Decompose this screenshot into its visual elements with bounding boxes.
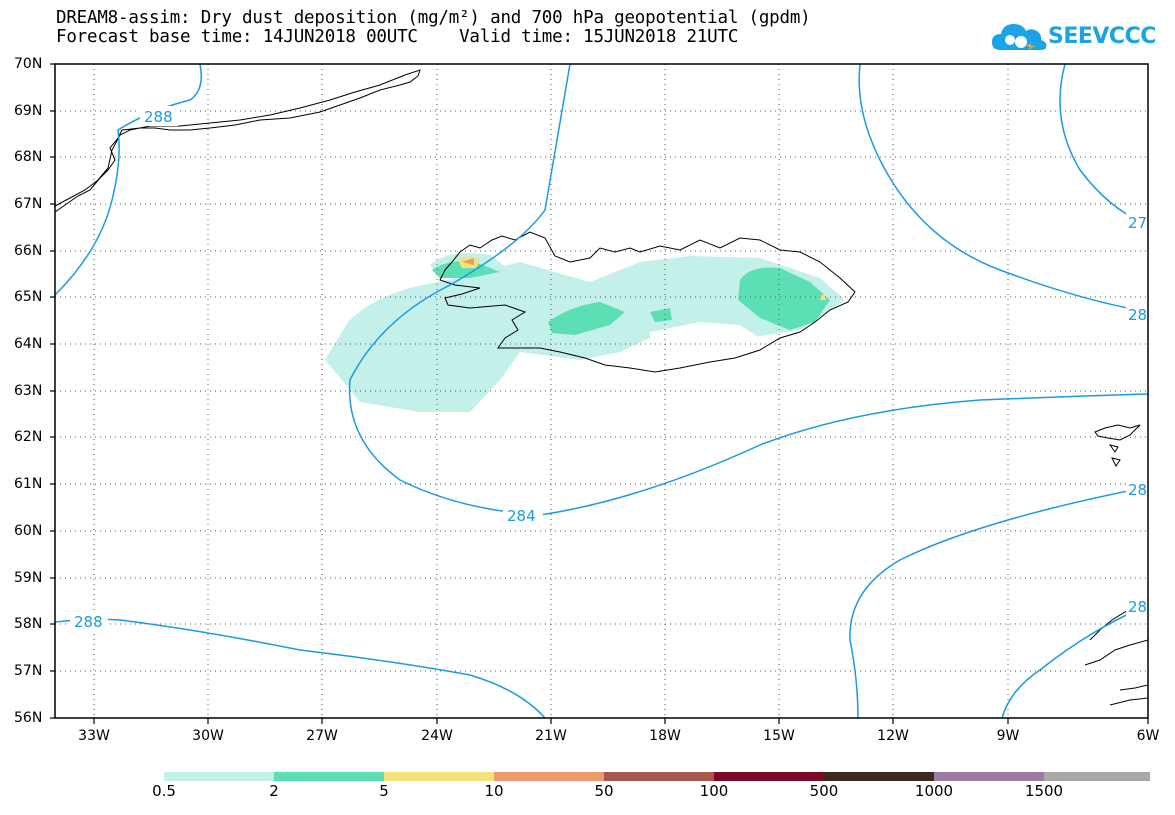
lon-label: 12W	[877, 728, 909, 744]
colorbar-label: 50	[594, 782, 614, 800]
lat-label: 61N	[14, 476, 43, 492]
map-frame	[54, 63, 1149, 719]
lat-label: 65N	[14, 289, 43, 305]
contour-288-north	[55, 64, 202, 296]
colorbar-swatch	[714, 772, 824, 781]
colorbar-swatch	[164, 772, 274, 781]
dust-area-mid-east	[738, 267, 830, 330]
colorbar-label: 1000	[914, 782, 954, 800]
lat-label: 62N	[14, 429, 43, 445]
contour-284-se	[1001, 604, 1148, 718]
cloud-icon	[992, 24, 1047, 50]
map-title-line2: Forecast base time: 14JUN2018 00UTC Vali…	[56, 27, 739, 47]
dust-area-low	[325, 256, 845, 412]
colorbar-label: 10	[484, 782, 504, 800]
contour-280-se	[849, 486, 1148, 718]
contour-labels: 288 288 284 27 28 28 28	[70, 106, 1148, 632]
lat-label: 67N	[14, 196, 43, 212]
colorbar-label: 100	[699, 782, 729, 800]
logo-text: SEEVCCC	[1048, 24, 1156, 49]
contour-284-main	[348, 64, 1148, 516]
lon-label: 24W	[421, 728, 453, 744]
lat-label: 70N	[14, 56, 43, 72]
dust-area-higher	[462, 258, 474, 265]
lat-label: 57N	[14, 663, 43, 679]
lon-label: 27W	[306, 728, 338, 744]
contour-label: 288	[144, 108, 173, 126]
lon-label: 18W	[649, 728, 681, 744]
map-title-line1: DREAM8-assim: Dry dust deposition (mg/m²…	[56, 8, 811, 28]
white-interior	[650, 322, 760, 356]
contour-label: 28	[1128, 306, 1147, 324]
scotland-coast	[1084, 603, 1148, 706]
colorbar-label: 0.5	[152, 782, 176, 800]
colorbar-label: 5	[379, 782, 389, 800]
greenland-coast	[55, 69, 421, 213]
dust-area-mid-small	[650, 308, 672, 322]
lat-label: 58N	[14, 616, 43, 632]
contour-label: 28	[1128, 481, 1147, 499]
colorbar-swatch	[384, 772, 494, 781]
contour-label: 288	[74, 613, 103, 631]
contour-label: 28	[1128, 598, 1147, 616]
colorbar-swatch	[1044, 772, 1150, 781]
axis-ticks	[50, 63, 1149, 724]
lat-label: 59N	[14, 570, 43, 586]
lat-label: 69N	[14, 103, 43, 119]
contour-280-east	[858, 64, 1148, 313]
colorbar	[164, 772, 1150, 781]
colorbar-swatch	[824, 772, 934, 781]
geopotential-contours	[55, 64, 1148, 718]
lon-label: 9W	[996, 728, 1020, 744]
lon-label: 33W	[78, 728, 110, 744]
lat-label: 56N	[14, 710, 43, 726]
seevccc-logo: SEEVCCC	[990, 14, 1170, 58]
colorbar-label: 500	[809, 782, 839, 800]
dust-deposition-field	[325, 252, 845, 412]
coastlines	[55, 69, 1148, 706]
lat-label: 68N	[14, 149, 43, 165]
colorbar-swatch	[274, 772, 384, 781]
contour-label: 27	[1128, 214, 1147, 232]
dust-area-mid-central	[548, 302, 625, 335]
colorbar-label: 1500	[1024, 782, 1064, 800]
lat-label: 60N	[14, 523, 43, 539]
faroe-islands	[1094, 424, 1141, 467]
contour-label: 284	[507, 507, 536, 525]
lat-label: 63N	[14, 383, 43, 399]
contour-276-ne	[1059, 64, 1148, 226]
colorbar-label: 2	[269, 782, 279, 800]
contour-288-south	[55, 618, 546, 718]
lon-label: 30W	[192, 728, 224, 744]
lat-label: 66N	[14, 243, 43, 259]
colorbar-swatch	[494, 772, 604, 781]
colorbar-swatch	[934, 772, 1044, 781]
lon-label: 21W	[535, 728, 567, 744]
iceland-coast	[439, 231, 856, 373]
graticule	[55, 64, 1148, 718]
dust-area-high-east	[820, 294, 826, 300]
lat-label: 64N	[14, 336, 43, 352]
colorbar-swatch	[604, 772, 714, 781]
lon-label: 6W	[1136, 728, 1160, 744]
lon-label: 15W	[763, 728, 795, 744]
